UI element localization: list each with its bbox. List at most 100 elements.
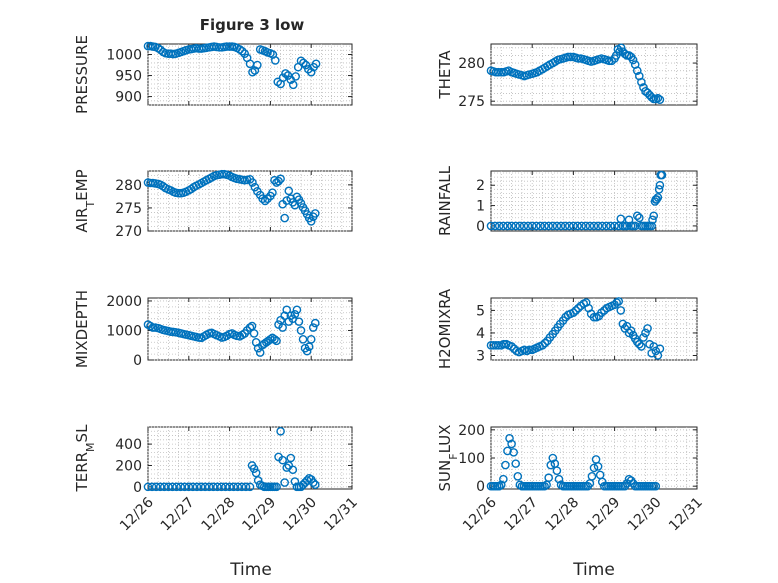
data-point [290,477,300,486]
data-point [602,221,611,231]
data-point [308,478,318,487]
data-point [645,339,654,349]
y-axis-label-theta: THETA [436,50,454,100]
data-point [507,221,516,231]
y-axis-label-mixdepth: MIXDEPTH [73,290,91,368]
data-point [268,188,277,197]
data-point [499,339,509,349]
data-point [308,323,318,332]
data-point [294,317,304,326]
data-point [589,463,599,473]
data-point [296,326,306,335]
data-point [260,196,270,206]
data-point [538,341,547,350]
x-tick-label: 12/29 [239,495,279,535]
data-point [654,185,664,194]
data-point [548,453,558,463]
data-point [494,341,503,350]
data-point [299,58,308,68]
data-point [280,478,289,487]
data-point [272,482,281,492]
data-point [624,328,634,338]
data-point [593,462,603,471]
data-point [569,221,578,231]
data-point [290,309,300,319]
y-tick-label: 0 [133,480,142,496]
y-tick-label: 280 [115,178,142,194]
data-point [523,221,533,231]
data-point [552,221,562,231]
data-point [548,221,558,231]
data-point [544,221,553,231]
data-point [306,335,316,344]
data-point [196,482,206,492]
x-tick-label: 12/30 [280,495,320,535]
data-point [581,221,591,231]
data-point [250,182,260,192]
data-point [217,169,227,179]
y-tick-label: 1000 [106,48,142,64]
y-tick-label: 400 [115,437,142,453]
y-axis-label-sun-flux: SUNFLUX [436,425,460,492]
data-point [151,482,161,492]
data-point [237,482,247,492]
data-point [253,476,263,485]
subplot-air-temp: 270 275 280 AIRTEMP [73,169,353,240]
data-point [486,221,496,231]
y-tick-label: 275 [115,201,142,217]
data-point [564,221,574,231]
data-point [515,221,525,231]
data-point [160,482,169,492]
y-tick-label: 1000 [106,323,142,339]
data-point [651,346,661,356]
data-point [245,323,255,332]
data-point [536,221,545,231]
data-point [490,221,500,231]
y-tick-label: 950 [115,69,142,85]
data-point [641,328,650,338]
data-point [280,213,289,223]
data-point [233,482,243,492]
data-point [556,221,566,231]
data-point [245,482,255,492]
x-tick-label: 12/29 [584,495,624,535]
data-point [276,174,285,184]
data-point [291,72,300,81]
data-point [503,446,512,456]
y-tick-label: 200 [115,458,142,474]
data-point [192,482,202,492]
y-tick-label: 2 [476,178,485,194]
data-point [540,481,549,491]
data-point [573,221,582,231]
data-point [281,69,290,78]
data-point [229,482,238,492]
y-tick-label: 5 [476,303,485,319]
y-tick-label: 900 [115,90,142,106]
data-point [525,345,534,355]
data-point [284,186,294,196]
data-point [276,426,285,436]
data-point [639,333,648,342]
data-point [628,55,638,65]
data-point [505,433,514,443]
y-tick-label: 200 [458,423,485,439]
data-point [566,52,575,62]
data-point [258,194,267,203]
data-point [225,482,234,492]
data-point [208,482,218,492]
data-point [213,482,222,492]
data-point [597,221,607,231]
data-point [278,455,287,465]
data-point [302,346,312,356]
data-point [248,178,257,187]
data-point [632,211,642,221]
data-point [544,473,553,483]
data-point [494,221,504,231]
data-point [519,221,529,231]
data-point [643,324,652,333]
data-point [657,170,667,180]
data-point [310,209,320,218]
data-point [143,482,153,492]
data-point [647,93,656,102]
